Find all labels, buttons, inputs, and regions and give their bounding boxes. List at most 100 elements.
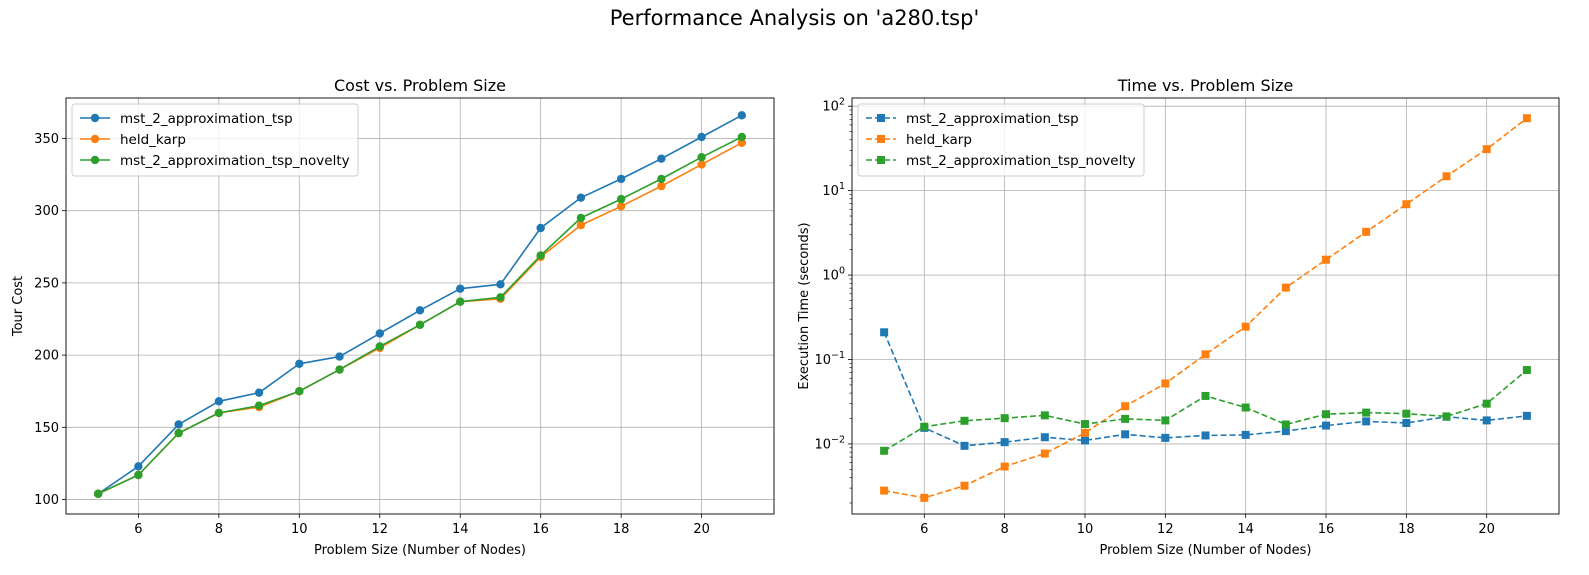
data-point [616, 194, 626, 204]
legend-marker [877, 135, 885, 143]
data-point [1161, 379, 1170, 388]
legend-box [71, 103, 359, 177]
data-point [496, 293, 505, 302]
legend-box [857, 103, 1145, 177]
axes-frame [65, 97, 775, 515]
x-tick-label: 8 [215, 522, 223, 537]
data-point [375, 342, 384, 351]
data-point [1161, 433, 1170, 442]
legend-item: held_karp [866, 132, 972, 148]
data-point [134, 470, 143, 480]
x-tick-label: 12 [1157, 522, 1174, 537]
data-point [456, 297, 465, 306]
legend-marker [877, 156, 885, 164]
series-line [883, 117, 1528, 499]
legend-marker [90, 113, 100, 123]
data-point [697, 160, 706, 169]
data-point [960, 416, 969, 425]
legend: mst_2_approximation_tsp held_karp mst_2_ap… [71, 103, 359, 177]
data-point [1402, 409, 1411, 418]
x-tick-label: 14 [452, 522, 469, 537]
x-tick-label: 8 [1001, 522, 1009, 537]
data-point [1281, 420, 1290, 429]
data-point [1281, 283, 1290, 292]
data-point [1442, 172, 1451, 181]
data-point [920, 422, 929, 431]
data-point [1121, 430, 1130, 439]
y-axis-label: Tour Cost [11, 276, 26, 337]
data-point [1000, 414, 1009, 423]
data-point [214, 408, 224, 418]
data-point [576, 213, 586, 223]
data-point [496, 280, 505, 289]
y-tick-label: 10−1 [814, 350, 845, 368]
series-mst_2_approximation_tsp [93, 111, 747, 498]
legend-label: mst_2_approximation_tsp [906, 111, 1079, 127]
data-point [1241, 430, 1250, 439]
legend-item: mst_2_approximation_tsp_novelty [866, 153, 1136, 169]
data-point [1080, 428, 1089, 437]
x-tick-label: 18 [613, 522, 630, 537]
data-point [1241, 322, 1250, 331]
data-point [1121, 402, 1130, 411]
data-point [1121, 414, 1130, 423]
legend-label: held_karp [906, 132, 972, 148]
y-axis-label: Execution Time (seconds) [797, 222, 812, 389]
chart-title: Cost vs. Problem Size [334, 76, 506, 95]
data-point [295, 387, 304, 396]
series-mst_2_approximation_tsp [880, 328, 1531, 450]
y-tick-label: 100 [34, 493, 59, 508]
legend-marker [90, 155, 100, 165]
legend-label: mst_2_approximation_tsp_novelty [120, 153, 350, 169]
legend-item: mst_2_approximation_tsp [866, 111, 1079, 127]
data-point [1482, 399, 1491, 408]
data-point [134, 462, 143, 471]
data-point [1040, 449, 1049, 458]
series-mst_2_approximation_tsp_novelty [880, 366, 1531, 455]
legend-item: held_karp [80, 132, 186, 148]
data-point [174, 420, 183, 429]
data-point [1080, 420, 1089, 429]
data-point [415, 320, 425, 329]
x-tick-label: 14 [1237, 522, 1254, 537]
data-point [536, 251, 545, 260]
series-mst_2_approximation_tsp_novelty [93, 132, 747, 498]
y-tick-label: 250 [34, 276, 59, 291]
legend: mst_2_approximation_tsp held_karp mst_2_ap… [857, 103, 1145, 177]
legend-label: held_karp [120, 132, 186, 148]
data-point [1000, 462, 1009, 471]
data-point [880, 446, 889, 455]
data-point [1161, 416, 1170, 425]
data-point [1040, 433, 1049, 442]
axes-frame [851, 97, 1560, 515]
data-point [657, 154, 666, 163]
y-tick-label: 300 [34, 204, 59, 219]
data-point [1322, 421, 1331, 430]
data-point [1322, 255, 1331, 264]
data-point [697, 153, 706, 162]
data-point [576, 193, 586, 202]
y-tick-label: 200 [34, 349, 59, 364]
data-point [1482, 145, 1491, 154]
data-point [254, 401, 264, 410]
legend-marker [877, 114, 885, 122]
data-point [456, 284, 465, 293]
data-point [536, 223, 545, 233]
data-point [1522, 411, 1531, 420]
data-point [1000, 438, 1009, 447]
data-point [415, 306, 425, 315]
series-held_karp [880, 114, 1531, 502]
data-point [1040, 411, 1049, 420]
data-point [737, 138, 747, 147]
data-point [960, 481, 969, 490]
data-point [1241, 403, 1250, 412]
chart-title: Time vs. Problem Size [1117, 76, 1294, 95]
data-point [960, 441, 969, 450]
data-point [1201, 391, 1210, 400]
data-point [1362, 408, 1371, 417]
data-point [576, 220, 586, 230]
legend-marker [90, 134, 100, 144]
x-tick-label: 12 [371, 522, 388, 537]
data-point [295, 359, 304, 368]
